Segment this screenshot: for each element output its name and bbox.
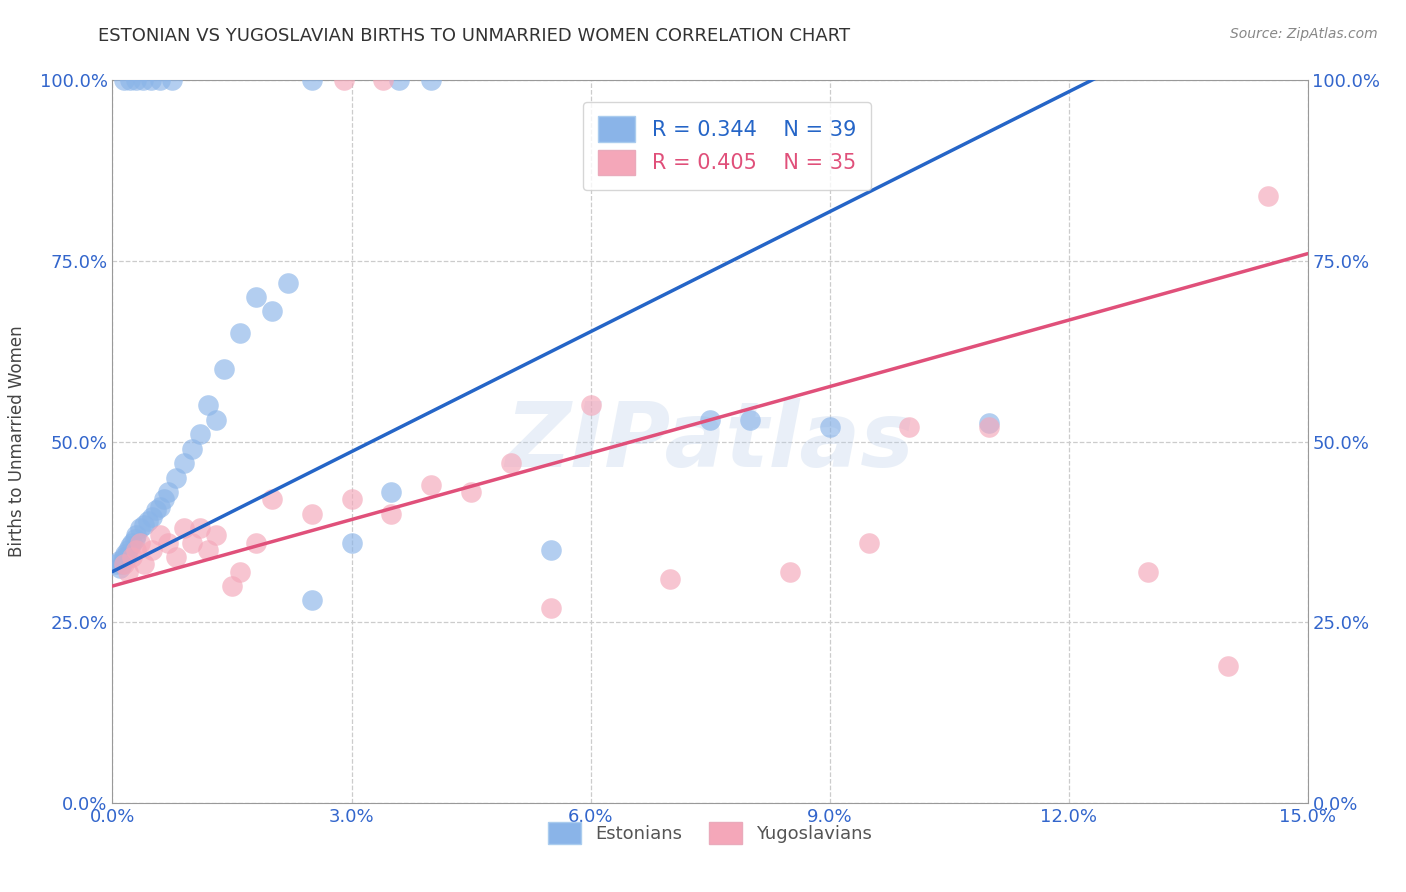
Point — [738, 413, 761, 427]
Point — [112, 550, 135, 565]
Point — [188, 521, 211, 535]
Point — [373, 73, 395, 87]
Point — [157, 535, 180, 549]
Point — [340, 492, 363, 507]
Point — [149, 500, 172, 514]
Point — [124, 532, 146, 546]
Point — [1137, 565, 1160, 579]
Point — [121, 535, 143, 549]
Point — [420, 478, 443, 492]
Point — [153, 492, 176, 507]
Legend: Estonians, Yugoslavians: Estonians, Yugoslavians — [541, 815, 879, 852]
Point — [115, 550, 138, 565]
Point — [779, 565, 801, 579]
Point — [205, 528, 228, 542]
Point — [818, 420, 841, 434]
Point — [212, 362, 235, 376]
Point — [332, 73, 354, 87]
Point — [134, 517, 156, 532]
Point — [138, 514, 160, 528]
Y-axis label: Births to Unmarried Women: Births to Unmarried Women — [7, 326, 25, 558]
Point — [105, 558, 128, 572]
Point — [858, 535, 880, 549]
Point — [540, 600, 562, 615]
Point — [229, 326, 252, 341]
Point — [977, 420, 1000, 434]
Point — [245, 290, 267, 304]
Point — [129, 535, 152, 549]
Point — [149, 73, 172, 87]
Point — [111, 558, 134, 572]
Point — [977, 417, 1000, 431]
Point — [114, 73, 135, 87]
Point — [659, 572, 682, 586]
Point — [173, 456, 195, 470]
Text: ESTONIAN VS YUGOSLAVIAN BIRTHS TO UNMARRIED WOMEN CORRELATION CHART: ESTONIAN VS YUGOSLAVIAN BIRTHS TO UNMARR… — [98, 27, 851, 45]
Point — [301, 507, 323, 521]
Point — [898, 420, 921, 434]
Point — [229, 565, 252, 579]
Point — [121, 550, 143, 565]
Point — [114, 547, 136, 561]
Point — [125, 542, 148, 557]
Point — [118, 539, 141, 553]
Text: Source: ZipAtlas.com: Source: ZipAtlas.com — [1230, 27, 1378, 41]
Point — [301, 73, 323, 87]
Point — [117, 565, 139, 579]
Point — [460, 485, 482, 500]
Point — [110, 561, 132, 575]
Point — [134, 558, 156, 572]
Point — [420, 73, 443, 87]
Point — [340, 535, 363, 549]
Point — [1257, 189, 1279, 203]
Point — [301, 593, 323, 607]
Point — [277, 276, 299, 290]
Point — [173, 521, 195, 535]
Point — [132, 73, 155, 87]
Point — [245, 535, 267, 549]
Point — [117, 542, 139, 557]
Point — [145, 503, 167, 517]
Point — [125, 528, 148, 542]
Point — [188, 427, 211, 442]
Point — [197, 398, 219, 412]
Point — [499, 456, 522, 470]
Point — [205, 413, 228, 427]
Point — [380, 507, 402, 521]
Point — [540, 542, 562, 557]
Point — [380, 485, 402, 500]
Point — [221, 579, 243, 593]
Point — [579, 398, 602, 412]
Point — [141, 510, 163, 524]
Point — [165, 550, 187, 565]
Point — [181, 442, 204, 456]
Point — [162, 73, 183, 87]
Point — [129, 521, 152, 535]
Point — [125, 73, 148, 87]
Point — [149, 528, 172, 542]
Point — [1216, 658, 1239, 673]
Point — [114, 558, 135, 572]
Point — [139, 73, 162, 87]
Point — [181, 535, 204, 549]
Point — [388, 73, 411, 87]
Point — [699, 413, 721, 427]
Point — [260, 492, 283, 507]
Point — [260, 304, 283, 318]
Point — [197, 542, 219, 557]
Point — [141, 542, 163, 557]
Point — [118, 73, 141, 87]
Point — [165, 471, 187, 485]
Text: ZIPatlas: ZIPatlas — [506, 398, 914, 485]
Point — [157, 485, 180, 500]
Point — [108, 554, 131, 568]
